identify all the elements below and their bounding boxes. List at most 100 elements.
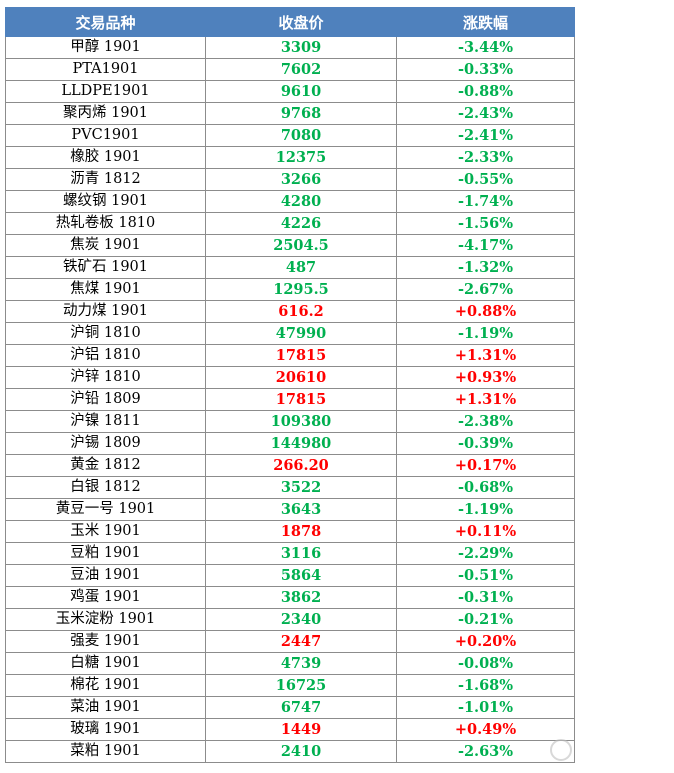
change-percent-cell: +1.31% [396, 388, 575, 411]
close-price-cell: 487 [205, 256, 397, 279]
table-row: 沥青 1812 3266 -0.55% [5, 168, 575, 191]
change-percent-cell: -2.41% [396, 124, 575, 147]
close-price-cell: 616.2 [205, 300, 397, 323]
table-row: 热轧卷板 1810 4226 -1.56% [5, 212, 575, 235]
table-row: 沪锌 1810 20610 +0.93% [5, 366, 575, 389]
change-percent-cell: -4.17% [396, 234, 575, 257]
change-percent-cell: -0.55% [396, 168, 575, 191]
table-header-row: 交易品种 收盘价 涨跌幅 [5, 7, 575, 37]
table-row: 橡胶 1901 12375 -2.33% [5, 146, 575, 169]
header-instrument: 交易品种 [5, 7, 206, 37]
close-price-cell: 17815 [205, 344, 397, 367]
table-row: 玻璃 1901 1449 +0.49% [5, 718, 575, 741]
table-row: 鸡蛋 1901 3862 -0.31% [5, 586, 575, 609]
table-row: LLDPE1901 9610 -0.88% [5, 80, 575, 103]
circle-logo-icon [550, 739, 572, 761]
close-price-cell: 144980 [205, 432, 397, 455]
change-percent-cell: -1.19% [396, 498, 575, 521]
close-price-cell: 109380 [205, 410, 397, 433]
close-price-cell: 20610 [205, 366, 397, 389]
table-row: 焦炭 1901 2504.5 -4.17% [5, 234, 575, 257]
close-price-cell: 4739 [205, 652, 397, 675]
instrument-name-cell: 玻璃 1901 [5, 718, 206, 741]
instrument-name-cell: 黄金 1812 [5, 454, 206, 477]
table-row: 玉米淀粉 1901 2340 -0.21% [5, 608, 575, 631]
instrument-name-cell: 棉花 1901 [5, 674, 206, 697]
change-percent-cell: +0.11% [396, 520, 575, 543]
close-price-cell: 16725 [205, 674, 397, 697]
instrument-name-cell: 沪镍 1811 [5, 410, 206, 433]
table-row: 动力煤 1901 616.2 +0.88% [5, 300, 575, 323]
table-row: 螺纹钢 1901 4280 -1.74% [5, 190, 575, 213]
table-row: PVC1901 7080 -2.41% [5, 124, 575, 147]
table-row: 沪锡 1809 144980 -0.39% [5, 432, 575, 455]
change-percent-cell: +0.88% [396, 300, 575, 323]
close-price-cell: 3862 [205, 586, 397, 609]
change-percent-cell: +0.17% [396, 454, 575, 477]
close-price-cell: 3266 [205, 168, 397, 191]
instrument-name-cell: 菜粕 1901 [5, 740, 206, 763]
table-row: 强麦 1901 2447 +0.20% [5, 630, 575, 653]
close-price-cell: 3643 [205, 498, 397, 521]
close-price-cell: 2410 [205, 740, 397, 763]
change-percent-cell: -0.88% [396, 80, 575, 103]
change-percent-cell: -2.38% [396, 410, 575, 433]
change-percent-cell: +0.93% [396, 366, 575, 389]
change-percent-cell: -0.39% [396, 432, 575, 455]
instrument-name-cell: 沪铜 1810 [5, 322, 206, 345]
change-percent-cell: -2.29% [396, 542, 575, 565]
instrument-name-cell: 焦炭 1901 [5, 234, 206, 257]
close-price-cell: 1878 [205, 520, 397, 543]
change-percent-cell: -1.68% [396, 674, 575, 697]
table-row: 豆粕 1901 3116 -2.29% [5, 542, 575, 565]
change-percent-cell: -3.44% [396, 36, 575, 59]
change-percent-cell: +0.49% [396, 718, 575, 741]
instrument-name-cell: 聚丙烯 1901 [5, 102, 206, 125]
table-body: 甲醇 1901 3309 -3.44% PTA1901 7602 -0.33% LLDPE1… [5, 36, 575, 763]
change-percent-cell: -2.33% [396, 146, 575, 169]
change-percent-cell: -0.51% [396, 564, 575, 587]
change-percent-cell: -1.56% [396, 212, 575, 235]
close-price-cell: 7080 [205, 124, 397, 147]
instrument-name-cell: 白银 1812 [5, 476, 206, 499]
header-change-percent: 涨跌幅 [396, 7, 575, 37]
instrument-name-cell: 动力煤 1901 [5, 300, 206, 323]
change-percent-cell: -0.68% [396, 476, 575, 499]
close-price-cell: 6747 [205, 696, 397, 719]
futures-table-container: 交易品种 收盘价 涨跌幅 甲醇 1901 3309 -3.44% PTA1901 760… [5, 7, 575, 763]
instrument-name-cell: PTA1901 [5, 58, 206, 81]
table-row: 甲醇 1901 3309 -3.44% [5, 36, 575, 59]
close-price-cell: 1449 [205, 718, 397, 741]
instrument-name-cell: 铁矿石 1901 [5, 256, 206, 279]
instrument-name-cell: 热轧卷板 1810 [5, 212, 206, 235]
instrument-name-cell: 豆粕 1901 [5, 542, 206, 565]
instrument-name-cell: 橡胶 1901 [5, 146, 206, 169]
table-row: 铁矿石 1901 487 -1.32% [5, 256, 575, 279]
close-price-cell: 12375 [205, 146, 397, 169]
table-row: 豆油 1901 5864 -0.51% [5, 564, 575, 587]
close-price-cell: 47990 [205, 322, 397, 345]
instrument-name-cell: 沥青 1812 [5, 168, 206, 191]
instrument-name-cell: 豆油 1901 [5, 564, 206, 587]
change-percent-cell: -0.21% [396, 608, 575, 631]
close-price-cell: 3116 [205, 542, 397, 565]
header-close-price: 收盘价 [205, 7, 397, 37]
change-percent-cell: -1.01% [396, 696, 575, 719]
change-percent-cell: -1.32% [396, 256, 575, 279]
close-price-cell: 3522 [205, 476, 397, 499]
change-percent-cell: +1.31% [396, 344, 575, 367]
table-row: 玉米 1901 1878 +0.11% [5, 520, 575, 543]
close-price-cell: 9610 [205, 80, 397, 103]
change-percent-cell: +0.20% [396, 630, 575, 653]
change-percent-cell: -0.31% [396, 586, 575, 609]
instrument-name-cell: 玉米淀粉 1901 [5, 608, 206, 631]
instrument-name-cell: 白糖 1901 [5, 652, 206, 675]
change-percent-cell: -1.74% [396, 190, 575, 213]
close-price-cell: 4226 [205, 212, 397, 235]
instrument-name-cell: 沪铝 1810 [5, 344, 206, 367]
close-price-cell: 2340 [205, 608, 397, 631]
instrument-name-cell: 沪锌 1810 [5, 366, 206, 389]
instrument-name-cell: 菜油 1901 [5, 696, 206, 719]
table-row: 沪镍 1811 109380 -2.38% [5, 410, 575, 433]
instrument-name-cell: 强麦 1901 [5, 630, 206, 653]
